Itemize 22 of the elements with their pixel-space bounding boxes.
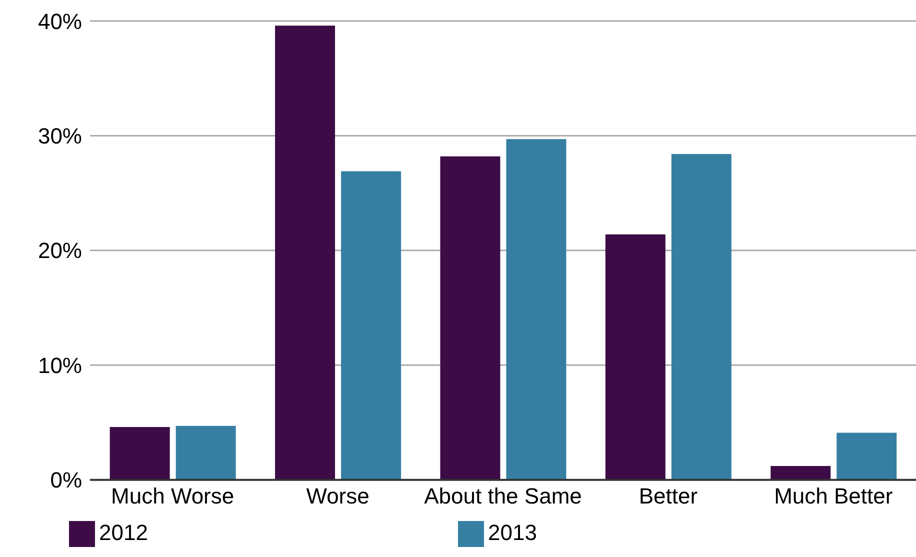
bar (506, 139, 566, 480)
bar (770, 466, 831, 480)
y-tick-label: 0% (50, 468, 82, 493)
x-tick-label: Much Worse (111, 483, 234, 508)
x-tick-label: Much Better (774, 483, 893, 508)
bar (671, 154, 732, 480)
bar (341, 171, 402, 480)
bar (176, 426, 236, 480)
bar (110, 427, 170, 480)
y-tick-label: 40% (38, 8, 82, 34)
y-tick-label: 10% (38, 352, 82, 378)
x-tick-label: Worse (306, 483, 370, 508)
bar (440, 156, 500, 480)
y-tick-label: 30% (38, 124, 82, 149)
y-tick-label: 20% (38, 238, 82, 264)
legend-label: 2012 (99, 520, 148, 545)
x-tick-label: Better (638, 483, 698, 508)
legend-label: 2013 (488, 520, 537, 545)
bar (275, 26, 336, 480)
bar (836, 432, 897, 480)
x-tick-label: About the Same (424, 483, 582, 508)
bar (605, 234, 666, 480)
